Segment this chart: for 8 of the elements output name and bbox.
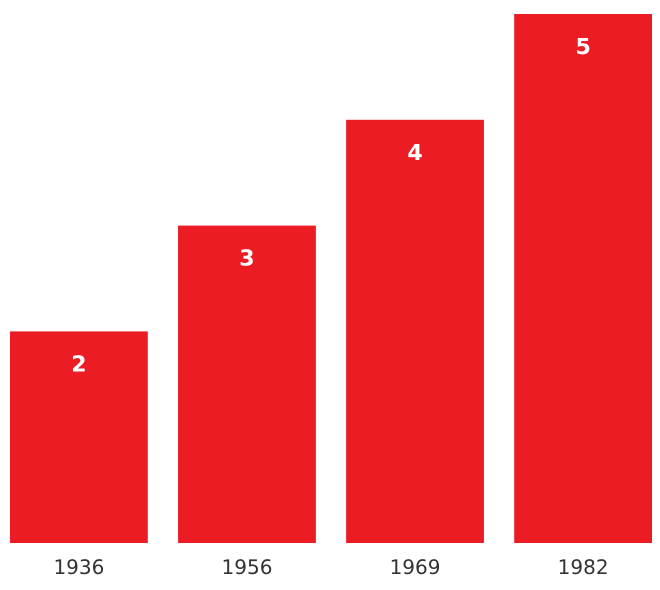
data-label: 2 [71, 352, 87, 378]
x-tick-label: 1969 [390, 555, 440, 579]
x-tick-label: 1956 [222, 555, 272, 579]
data-label: 4 [407, 140, 423, 166]
data-label: 5 [575, 35, 591, 60]
x-tick-label: 1982 [558, 555, 609, 579]
data-label: 3 [239, 246, 255, 272]
x-tick-label: 1936 [53, 555, 104, 579]
